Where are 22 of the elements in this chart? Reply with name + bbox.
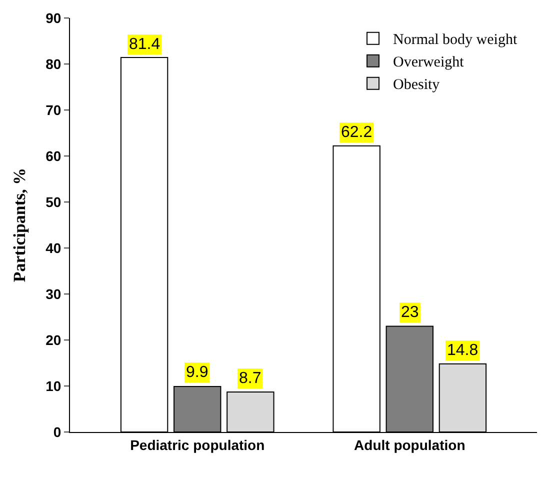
data-label: 14.8 bbox=[447, 342, 478, 359]
data-label: 62.2 bbox=[341, 124, 372, 141]
data-label: 23 bbox=[401, 304, 419, 321]
y-tick-label: 80 bbox=[46, 56, 62, 72]
y-tick-label: 0 bbox=[53, 424, 62, 440]
y-tick-label: 70 bbox=[46, 102, 62, 118]
y-tick-label: 10 bbox=[46, 378, 62, 394]
legend-label: Normal body weight bbox=[392, 32, 518, 48]
x-tick-label: Adult population bbox=[354, 436, 466, 453]
y-tick-label: 50 bbox=[46, 194, 62, 210]
y-axis-title: Participants, % bbox=[10, 168, 30, 282]
data-label: 81.4 bbox=[129, 36, 160, 53]
data-label: 9.9 bbox=[186, 364, 208, 381]
y-tick-label: 20 bbox=[46, 332, 62, 348]
x-tick-label: Pediatric population bbox=[130, 436, 265, 453]
y-tick-label: 40 bbox=[46, 240, 62, 256]
y-tick-label: 60 bbox=[46, 148, 62, 164]
data-label: 8.7 bbox=[239, 370, 262, 387]
legend-label: Overweight bbox=[392, 54, 465, 71]
y-tick-label: 90 bbox=[46, 10, 62, 26]
legend-label: Obesity bbox=[392, 77, 440, 94]
y-tick-label: 30 bbox=[46, 286, 62, 302]
